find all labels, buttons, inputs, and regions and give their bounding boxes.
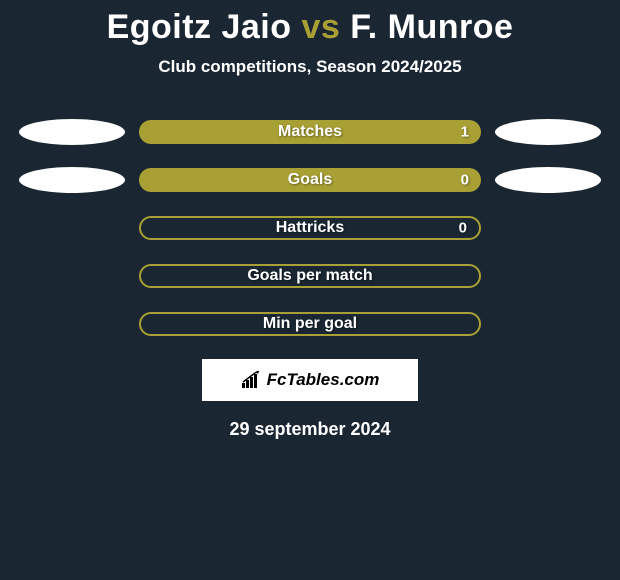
stat-row: Goals 0 — [0, 167, 620, 193]
stat-value: 1 — [461, 124, 469, 141]
stat-bar: Goals 0 — [139, 168, 481, 192]
stat-row: Hattricks 0 — [0, 215, 620, 241]
branding-text: FcTables.com — [267, 370, 380, 390]
stat-bar: Goals per match — [139, 264, 481, 288]
stat-row: Matches 1 — [0, 119, 620, 145]
stat-label: Matches — [278, 123, 342, 141]
player1-ellipse — [19, 167, 125, 193]
stat-label: Goals per match — [247, 267, 372, 285]
stats-list: Matches 1 Goals 0 Hattricks 0 Goals per match M… — [0, 119, 620, 337]
stat-value: 0 — [459, 220, 467, 237]
subtitle: Club competitions, Season 2024/2025 — [0, 57, 620, 77]
stat-bar: Matches 1 — [139, 120, 481, 144]
page-title: Egoitz Jaio vs F. Munroe — [0, 8, 620, 47]
stat-row: Min per goal — [0, 311, 620, 337]
stat-value: 0 — [461, 172, 469, 189]
branding-box: FcTables.com — [202, 359, 418, 401]
stat-row: Goals per match — [0, 263, 620, 289]
comparison-card: Egoitz Jaio vs F. Munroe Club competitio… — [0, 0, 620, 440]
player1-ellipse — [19, 119, 125, 145]
player2-ellipse — [495, 167, 601, 193]
stat-bar: Hattricks 0 — [139, 216, 481, 240]
vs-separator: vs — [301, 8, 340, 46]
player1-name: Egoitz Jaio — [107, 8, 292, 46]
stat-bar: Min per goal — [139, 312, 481, 336]
bar-chart-icon — [241, 371, 263, 389]
footer-date: 29 september 2024 — [0, 419, 620, 440]
stat-label: Min per goal — [263, 315, 357, 333]
player2-ellipse — [495, 119, 601, 145]
stat-label: Goals — [288, 171, 332, 189]
player2-name: F. Munroe — [350, 8, 513, 46]
stat-label: Hattricks — [276, 219, 344, 237]
